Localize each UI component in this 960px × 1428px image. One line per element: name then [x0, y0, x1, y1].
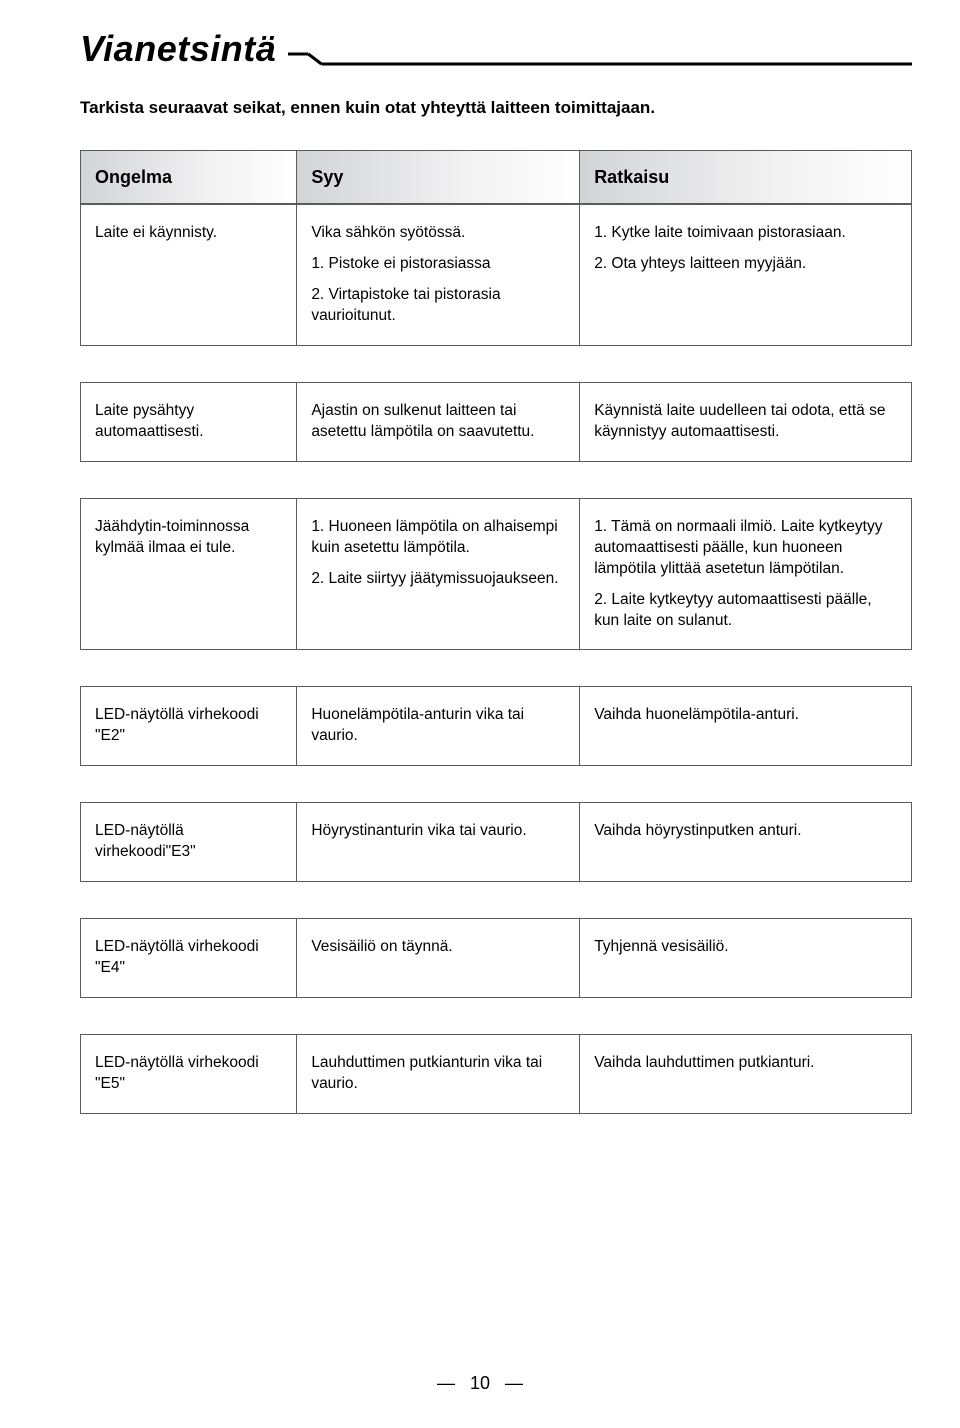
table-cell: Tyhjennä vesisäiliö. [579, 918, 912, 998]
table-cell: Käynnistä laite uudelleen tai odota, ett… [579, 382, 912, 462]
table-cell: LED-näytöllä virhekoodi "E4" [80, 918, 296, 998]
cell-text: Tyhjennä vesisäiliö. [594, 937, 897, 958]
table-row: LED-näytöllä virhekoodi "E2" Huonelämpöti… [80, 686, 912, 766]
table-cell: Vesisäiliö on täynnä. [296, 918, 579, 998]
table-row: Laite pysähtyy automaattisesti. Ajastin o… [80, 382, 912, 462]
table-cell: 1. Tämä on normaali ilmiö. Laite kytkeyt… [579, 498, 912, 651]
cell-text: LED-näytöllä virhekoodi"E3" [95, 821, 282, 863]
cell-text: 2. Virtapistoke tai pistorasia vaurioitu… [311, 285, 565, 327]
page-title: Vianetsintä [80, 28, 288, 70]
table-gap [80, 462, 912, 498]
footer-dash-right: — [505, 1373, 523, 1393]
table-cell: Laite pysähtyy automaattisesti. [80, 382, 296, 462]
col-header-cause: Syy [296, 150, 579, 204]
cell-text: 1. Tämä on normaali ilmiö. Laite kytkeyt… [594, 517, 897, 580]
table-cell: Vaihda lauhduttimen putkianturi. [579, 1034, 912, 1114]
table-cell: Vika sähkön syötössä. 1. Pistoke ei pisto… [296, 204, 579, 346]
cell-text: Höyrystinanturin vika tai vaurio. [311, 821, 565, 842]
table-cell: LED-näytöllä virhekoodi "E5" [80, 1034, 296, 1114]
table-cell: Lauhduttimen putkianturin vika tai vauri… [296, 1034, 579, 1114]
cell-text: LED-näytöllä virhekoodi "E4" [95, 937, 282, 979]
table-row: LED-näytöllä virhekoodi "E4" Vesisäiliö o… [80, 918, 912, 998]
table-header-row: Ongelma Syy Ratkaisu [80, 150, 912, 204]
table-gap [80, 346, 912, 382]
col-header-problem: Ongelma [80, 150, 296, 204]
table-cell: Höyrystinanturin vika tai vaurio. [296, 802, 579, 882]
cell-text: Ajastin on sulkenut laitteen tai asetett… [311, 401, 565, 443]
cell-text: Vesisäiliö on täynnä. [311, 937, 565, 958]
table-cell: Huonelämpötila-anturin vika tai vaurio. [296, 686, 579, 766]
cell-text: Vaihda lauhduttimen putkianturi. [594, 1053, 897, 1074]
table-cell: Jäähdytin-toiminnossa kylmää ilmaa ei tu… [80, 498, 296, 651]
page-footer: — 10 — [0, 1373, 960, 1394]
title-block: Vianetsintä [80, 28, 912, 70]
cell-text: 2. Laite siirtyy jäätymissuojaukseen. [311, 569, 565, 590]
footer-dash-left: — [437, 1373, 455, 1393]
table-gap [80, 998, 912, 1034]
table-cell: LED-näytöllä virhekoodi"E3" [80, 802, 296, 882]
table-cell: Laite ei käynnisty. [80, 204, 296, 346]
table-cell: LED-näytöllä virhekoodi "E2" [80, 686, 296, 766]
table-cell: 1. Huoneen lämpötila on alhaisempi kuin … [296, 498, 579, 651]
page-number: 10 [470, 1373, 490, 1393]
cell-text: Lauhduttimen putkianturin vika tai vauri… [311, 1053, 565, 1095]
table-gap [80, 882, 912, 918]
cell-text: Laite pysähtyy automaattisesti. [95, 401, 282, 443]
table-cell: Vaihda höyrystinputken anturi. [579, 802, 912, 882]
table-cell: Ajastin on sulkenut laitteen tai asetett… [296, 382, 579, 462]
cell-text: LED-näytöllä virhekoodi "E5" [95, 1053, 282, 1095]
cell-text: Laite ei käynnisty. [95, 223, 282, 244]
table-gap [80, 766, 912, 802]
cell-text: 2. Ota yhteys laitteen myyjään. [594, 254, 897, 275]
table-row: Laite ei käynnisty. Vika sähkön syötössä.… [80, 204, 912, 346]
cell-text: Vaihda höyrystinputken anturi. [594, 821, 897, 842]
cell-text: 2. Laite kytkeytyy automaattisesti pääll… [594, 590, 897, 632]
table-gap [80, 650, 912, 686]
cell-text: 1. Pistoke ei pistorasiassa [311, 254, 565, 275]
table-row: Jäähdytin-toiminnossa kylmää ilmaa ei tu… [80, 498, 912, 651]
cell-text: 1. Huoneen lämpötila on alhaisempi kuin … [311, 517, 565, 559]
cell-text: 1. Kytke laite toimivaan pistorasiaan. [594, 223, 897, 244]
cell-text: Vaihda huonelämpötila-anturi. [594, 705, 897, 726]
intro-text: Tarkista seuraavat seikat, ennen kuin ot… [80, 98, 912, 118]
table-cell: 1. Kytke laite toimivaan pistorasiaan. 2.… [579, 204, 912, 346]
cell-text: Jäähdytin-toiminnossa kylmää ilmaa ei tu… [95, 517, 282, 559]
table-row: LED-näytöllä virhekoodi"E3" Höyrystinantu… [80, 802, 912, 882]
table-row: LED-näytöllä virhekoodi "E5" Lauhduttimen… [80, 1034, 912, 1114]
table-cell: Vaihda huonelämpötila-anturi. [579, 686, 912, 766]
cell-text: Vika sähkön syötössä. [311, 223, 565, 244]
cell-text: LED-näytöllä virhekoodi "E2" [95, 705, 282, 747]
col-header-solution: Ratkaisu [579, 150, 912, 204]
troubleshooting-table: Ongelma Syy Ratkaisu Laite ei käynnisty.… [80, 150, 912, 1114]
cell-text: Huonelämpötila-anturin vika tai vaurio. [311, 705, 565, 747]
cell-text: Käynnistä laite uudelleen tai odota, ett… [594, 401, 897, 443]
